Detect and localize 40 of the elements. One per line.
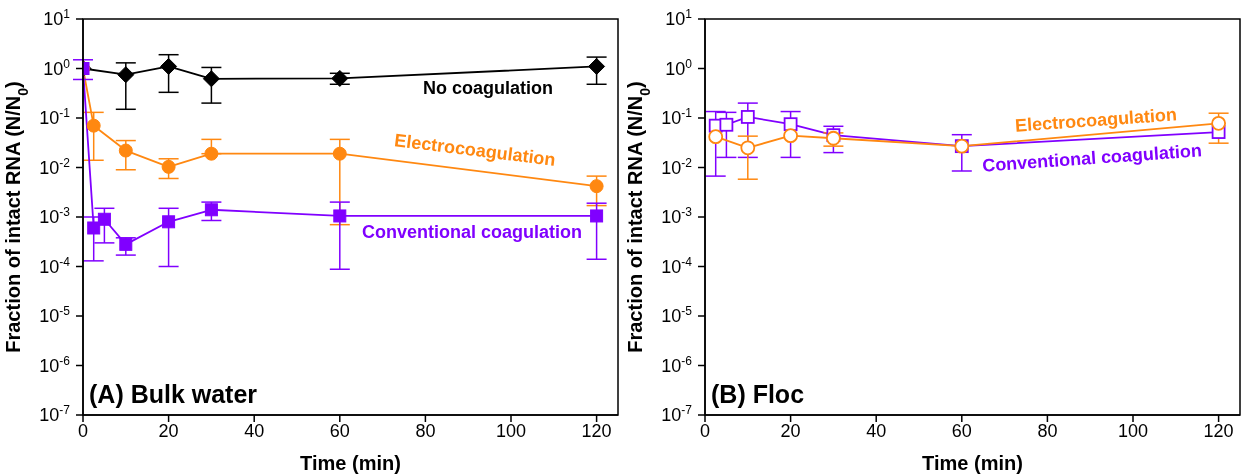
x-tick-label: 60 (329, 420, 350, 441)
x-tick-label: 80 (1037, 420, 1058, 441)
x-tick-label: 20 (158, 420, 179, 441)
series-label: Electrocoagulation (1014, 104, 1178, 136)
x-tick-label: 0 (699, 420, 711, 441)
y-tick-label: 10$^{-1}$ (39, 106, 71, 128)
x-tick-label: 40 (244, 420, 265, 441)
y-tick-label: 10$^{0}$ (665, 56, 693, 79)
x-axis-title: Time (min) (922, 452, 1023, 474)
x-tick-label: 100 (1117, 420, 1149, 441)
y-tick-label: 10$^{-1}$ (661, 106, 693, 128)
x-tick-label: 80 (415, 420, 436, 441)
y-tick-label: 10$^{-4}$ (39, 254, 71, 277)
y-tick-label: 10$^{-2}$ (661, 155, 693, 178)
series-label: No coagulation (423, 78, 553, 98)
y-tick-label: 10$^{1}$ (665, 7, 693, 29)
annotation: (B) Floc (711, 380, 805, 408)
y-tick-label: 10$^{0}$ (43, 56, 71, 79)
y-tick-label: 10$^{-2}$ (39, 155, 71, 178)
x-tick-label: 20 (780, 420, 801, 441)
series-label: Conventional coagulation (361, 222, 583, 242)
x-tick-label: 120 (581, 420, 612, 441)
x-tick-label: 0 (77, 420, 89, 441)
annotation: (A) Bulk water (89, 380, 258, 408)
x-axis-title: Time (min) (300, 452, 401, 474)
x-tick-label: 100 (495, 420, 527, 441)
y-tick-label: 10$^{-3}$ (39, 205, 71, 227)
y-tick-label: 10$^{1}$ (43, 7, 71, 29)
y-tick-label: 10$^{-6}$ (661, 353, 693, 376)
y-tick-label: 10$^{-5}$ (39, 304, 71, 326)
y-tick-label: 10$^{-7}$ (661, 403, 693, 425)
y-tick-label: 10$^{-5}$ (661, 304, 693, 326)
y-tick-label: 10$^{-4}$ (661, 254, 693, 277)
y-tick-label: 10$^{-6}$ (39, 353, 71, 376)
series-label: Conventional coagulation (981, 140, 1203, 176)
y-tick-label: 10$^{-3}$ (661, 205, 693, 227)
x-tick-label: 60 (951, 420, 972, 441)
x-tick-label: 120 (1203, 420, 1234, 441)
x-tick-label: 40 (866, 420, 887, 441)
y-tick-label: 10$^{-7}$ (39, 403, 71, 425)
